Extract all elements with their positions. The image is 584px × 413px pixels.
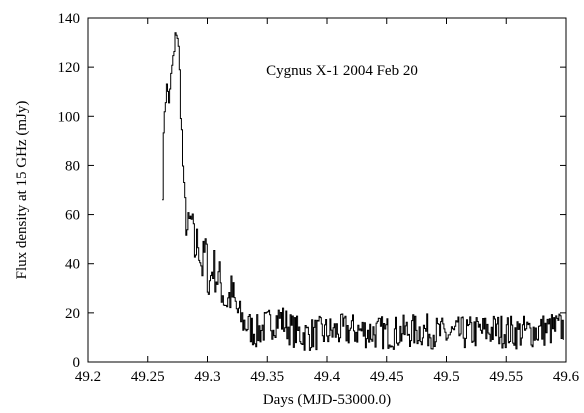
x-tick-label: 49.4 bbox=[314, 369, 341, 385]
axis-ticks bbox=[87, 17, 567, 363]
x-tick-label: 49.2 bbox=[75, 369, 101, 385]
x-tick-label: 49.35 bbox=[250, 369, 284, 385]
flux-series-line bbox=[162, 32, 564, 351]
x-tick-labels: 49.2 49.25 49.3 49.35 49.4 49.45 49.5 49.55 49.6 bbox=[75, 369, 580, 385]
y-axis-title: Flux density at 15 GHz (mJy) bbox=[14, 101, 30, 280]
y-tick-label: 0 bbox=[73, 355, 81, 371]
chart-annotation: Cygnus X-1 2004 Feb 20 bbox=[266, 63, 418, 79]
x-tick-label: 49.6 bbox=[553, 369, 580, 385]
y-tick-label: 100 bbox=[58, 109, 81, 125]
y-tick-label: 80 bbox=[65, 158, 80, 174]
y-tick-label: 20 bbox=[65, 306, 80, 322]
x-tick-label: 49.45 bbox=[370, 369, 404, 385]
x-tick-label: 49.5 bbox=[433, 369, 459, 385]
y-tick-label: 140 bbox=[58, 11, 81, 27]
plot-area bbox=[87, 17, 567, 363]
y-tick-label: 60 bbox=[65, 208, 80, 224]
x-axis-title: Days (MJD-53000.0) bbox=[263, 392, 391, 408]
x-tick-label: 49.3 bbox=[194, 369, 220, 385]
y-tick-labels: 0 20 40 60 80 100 120 140 bbox=[58, 11, 81, 371]
y-tick-label: 40 bbox=[65, 257, 80, 273]
y-tick-label: 120 bbox=[58, 60, 81, 76]
x-tick-label: 49.25 bbox=[131, 369, 165, 385]
x-tick-label: 49.55 bbox=[489, 369, 523, 385]
